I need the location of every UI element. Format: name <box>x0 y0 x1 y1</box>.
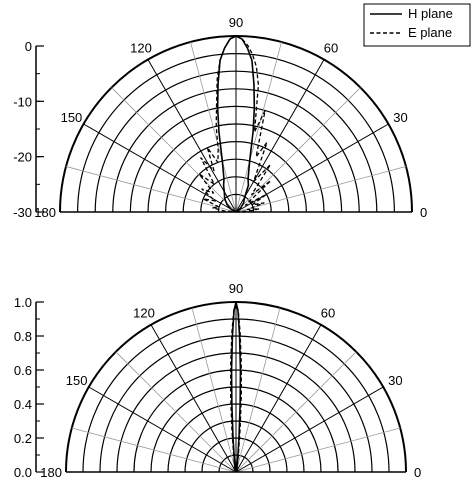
angle-tick-label: 0 <box>414 465 421 480</box>
angle-tick-label: 60 <box>321 306 335 321</box>
angle-tick-label: 60 <box>324 40 338 55</box>
bottom-polar-plot: 0 30 60 90 120 150 180 0.0 0.2 0.4 0.6 0.8 1.0 <box>14 281 421 480</box>
grid-spoke <box>147 59 237 213</box>
radial-tick-label: 0.0 <box>14 465 32 480</box>
legend-label-e-plane: E plane <box>408 25 452 40</box>
grid-spoke <box>235 41 282 213</box>
grid-spoke <box>235 324 322 473</box>
grid-spoke <box>235 59 325 213</box>
radial-tick-label: -10 <box>13 94 32 109</box>
legend-box <box>363 3 471 47</box>
angle-tick-label: 150 <box>61 110 83 125</box>
angle-tick-label: 180 <box>40 465 62 480</box>
legend: H plane E plane <box>363 3 471 47</box>
grid-spoke <box>191 307 237 473</box>
grid-spoke <box>88 386 237 473</box>
grid-spoke <box>65 166 237 213</box>
grid-spoke <box>71 427 237 473</box>
angle-tick-label: 180 <box>34 205 56 220</box>
angle-tick-label: 30 <box>393 110 407 125</box>
angle-tick-label: 90 <box>229 15 243 30</box>
grid-spoke <box>235 307 281 473</box>
series-e-plane-line <box>230 303 242 473</box>
grid-spoke <box>235 386 384 473</box>
legend-label-h-plane: H plane <box>408 6 453 21</box>
radial-tick-label: 0 <box>25 39 32 54</box>
radial-tick-label: 0.2 <box>14 431 32 446</box>
radial-tick-label: 0.8 <box>14 329 32 344</box>
radial-tick-label: -30 <box>13 205 32 220</box>
grid-spoke <box>235 166 407 213</box>
radial-tick-label: 0.6 <box>14 363 32 378</box>
grid-spoke <box>235 351 357 473</box>
angle-tick-label: 120 <box>130 40 152 55</box>
grid-spoke <box>115 351 237 473</box>
angle-tick-label: 0 <box>420 205 427 220</box>
grid-spoke <box>190 41 237 213</box>
angle-tick-label: 90 <box>229 281 243 296</box>
series-e-plane-line <box>198 35 272 213</box>
top-polar-plot: 0 30 60 90 120 150 180 0 -10 -20 -30 <box>13 15 427 220</box>
grid-spoke <box>235 427 401 473</box>
angle-tick-label: 120 <box>133 306 155 321</box>
radial-tick-label: 0.4 <box>14 397 32 412</box>
radial-tick-label: 1.0 <box>14 295 32 310</box>
grid-spoke <box>150 324 237 473</box>
grid-spoke <box>111 87 237 213</box>
angle-tick-label: 150 <box>66 373 88 388</box>
angle-tick-label: 30 <box>388 373 402 388</box>
grid-spoke <box>235 123 389 213</box>
radial-tick-label: -20 <box>13 150 32 165</box>
